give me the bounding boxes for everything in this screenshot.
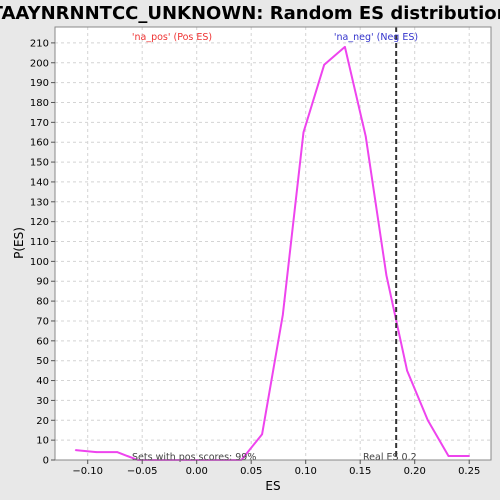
x-tick-label: −0.10 <box>72 466 103 477</box>
y-tick-label: 90 <box>36 277 49 288</box>
y-tick-label: 100 <box>30 257 49 268</box>
chart-title: TAAYNRNNTCC_UNKNOWN: Random ES distribut… <box>0 3 500 24</box>
y-tick-label: 20 <box>36 416 49 427</box>
x-tick-label: 0.25 <box>458 466 480 477</box>
y-tick-label: 80 <box>36 297 49 308</box>
y-tick-label: 130 <box>30 197 49 208</box>
y-axis-ticks: 0 10 20 30 40 50 60 70 80 90 100 110 120 130 140 150 160… <box>30 38 55 467</box>
grid-lines <box>55 27 491 461</box>
data-point <box>385 274 388 277</box>
y-tick-label: 150 <box>30 158 49 169</box>
y-axis-label: P(ES) <box>12 227 26 259</box>
y-tick-label: 180 <box>30 98 49 109</box>
data-point <box>468 455 471 457</box>
data-point <box>282 314 284 316</box>
y-tick-label: 170 <box>30 118 49 129</box>
y-tick-label: 190 <box>30 78 49 89</box>
y-tick-label: 120 <box>30 217 49 228</box>
x-axis-label: ES <box>265 479 280 493</box>
neg-es-label: 'na_neg' (Neg ES) <box>334 32 418 43</box>
x-tick-label: 0.15 <box>349 466 371 477</box>
x-tick-label: 0.20 <box>404 466 426 477</box>
x-tick-label: 0.10 <box>295 466 317 477</box>
data-point <box>323 63 326 66</box>
y-tick-label: 60 <box>36 336 49 347</box>
data-point <box>344 46 346 48</box>
data-point <box>406 369 408 372</box>
data-point <box>364 135 367 137</box>
y-tick-label: 200 <box>30 58 49 69</box>
x-tick-label: 0.05 <box>240 466 262 477</box>
y-tick-label: 70 <box>36 316 49 327</box>
data-point <box>74 449 77 451</box>
y-tick-label: 210 <box>30 38 49 49</box>
data-point <box>427 419 429 422</box>
data-point <box>302 131 305 134</box>
y-tick-label: 0 <box>43 456 49 467</box>
data-point <box>95 451 98 453</box>
x-axis-ticks: −0.10 −0.05 0.00 0.05 0.10 0.15 0.20 0.25 <box>72 460 480 477</box>
y-tick-label: 30 <box>36 396 49 407</box>
data-point <box>447 455 450 457</box>
pos-es-label: 'na_pos' (Pos ES) <box>132 32 212 43</box>
data-point <box>261 433 263 436</box>
real-es-label: Real ES 0.2 <box>363 452 417 463</box>
plot-border <box>54 26 492 461</box>
data-point <box>116 451 118 453</box>
sets-pos-scores-text: Sets with pos scores: 99% <box>132 452 256 463</box>
y-tick-label: 50 <box>36 356 49 367</box>
annotations: 'na_pos' (Pos ES) 'na_neg' (Neg ES) Sets… <box>132 32 418 463</box>
y-tick-label: 160 <box>30 138 49 149</box>
y-tick-label: 40 <box>36 376 49 387</box>
y-tick-label: 140 <box>30 177 49 188</box>
plot-area <box>55 27 491 460</box>
x-tick-label: −0.05 <box>127 466 158 477</box>
y-tick-label: 110 <box>30 237 49 248</box>
y-tick-label: 10 <box>36 436 49 447</box>
x-tick-label: 0.00 <box>186 466 208 477</box>
